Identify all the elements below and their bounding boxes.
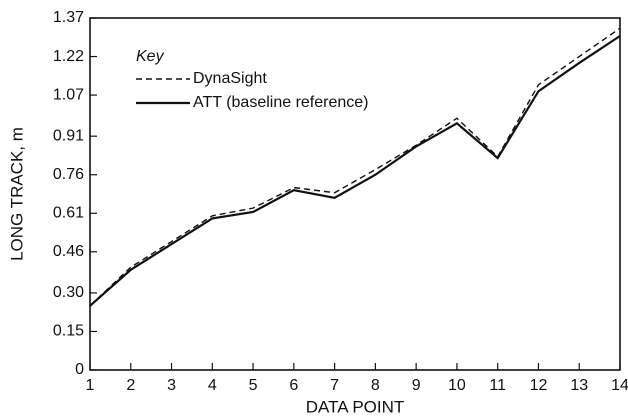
y-axis-title: LONG TRACK, m (7, 127, 26, 261)
x-tick-label: 12 (530, 377, 548, 394)
y-tick-label: 0 (75, 361, 84, 378)
x-tick-label: 8 (371, 377, 380, 394)
y-tick-label: 1.22 (53, 48, 84, 65)
x-tick-label: 11 (489, 377, 506, 394)
x-tick-label: 4 (208, 377, 217, 394)
x-tick-label: 9 (412, 377, 421, 394)
y-tick-label: 0.15 (53, 323, 84, 340)
y-tick-label: 0.46 (53, 243, 84, 260)
x-tick-label: 13 (570, 377, 588, 394)
y-tick-label: 1.37 (53, 9, 84, 26)
x-tick-label: 1 (86, 377, 95, 394)
x-tick-label: 5 (249, 377, 258, 394)
legend-label: ATT (baseline reference) (193, 94, 368, 111)
legend-label: DynaSight (193, 70, 267, 87)
y-tick-label: 0.30 (53, 284, 84, 301)
series-line (89, 27, 621, 307)
x-tick-label: 7 (330, 377, 339, 394)
x-tick-label: 6 (289, 377, 298, 394)
plot-frame (89, 17, 621, 371)
series-line (89, 35, 621, 307)
legend-title: Key (136, 48, 165, 65)
x-tick-label: 10 (448, 377, 466, 394)
x-tick-label: 2 (126, 377, 135, 394)
y-tick-label: 0.91 (53, 127, 84, 144)
y-tick-label: 1.07 (53, 86, 84, 103)
y-tick-label: 0.61 (53, 204, 84, 221)
y-tick-label: 0.76 (53, 166, 84, 183)
x-axis-title: DATA POINT (306, 397, 405, 416)
x-tick-label: 14 (611, 377, 628, 394)
x-tick-label: 3 (167, 377, 176, 394)
